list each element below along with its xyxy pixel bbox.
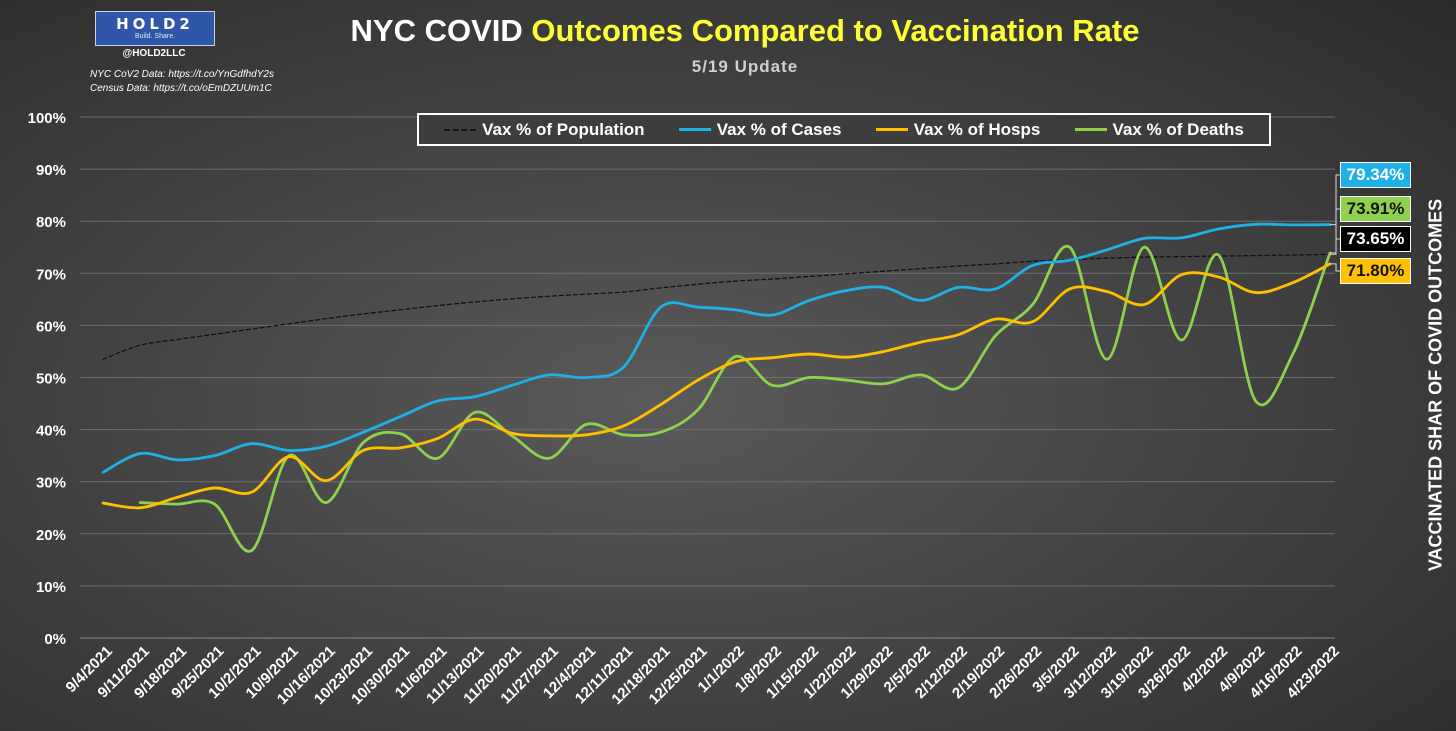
legend-swatch-hosps	[875, 128, 908, 131]
chart-title: NYC COVID Outcomes Compared to Vaccinati…	[0, 13, 1456, 49]
legend-label-deaths: Vax % of Deaths	[1112, 119, 1244, 139]
x-axis-ticks: 9/4/20219/11/20219/18/20219/25/202110/2/…	[63, 643, 1343, 708]
census-data-source: Census Data: https://t.co/oEmDZUUm1C	[90, 83, 272, 94]
legend-item-cases: Vax % of Cases	[678, 119, 842, 140]
series-line-hosps	[101, 262, 1332, 510]
y-tick-label: 100%	[28, 110, 66, 127]
legend-swatch-deaths	[1074, 128, 1107, 131]
legend-label-population: Vax % of Population	[482, 119, 645, 139]
twitter-handle: @HOLD2LLC	[122, 48, 186, 59]
end-label-connector-cases	[1330, 174, 1340, 226]
legend-item-hosps: Vax % of Hosps	[875, 119, 1041, 140]
hold2-logo: HOLD2 Build. Share.	[95, 11, 215, 46]
y-tick-label: 10%	[36, 579, 66, 596]
y-tick-label: 70%	[36, 266, 66, 283]
end-label-connector-deaths	[1330, 208, 1340, 254]
legend-item-population: Vax % of Population	[444, 119, 645, 140]
chart-series	[101, 222, 1332, 553]
end-label-connector-population	[1330, 238, 1340, 255]
logo-tagline: Build. Share.	[134, 33, 176, 40]
chart-gridlines	[80, 116, 1335, 639]
logo-text: HOLD2	[116, 15, 194, 33]
chart-subtitle: 5/19 Update	[691, 57, 799, 76]
end-label-hosps: 71.80%	[1340, 258, 1411, 284]
end-label-cases: 79.34%	[1340, 162, 1411, 188]
end-label-deaths: 73.91%	[1340, 196, 1411, 222]
title-white-part: NYC COVID	[350, 13, 532, 48]
y-tick-label: 90%	[36, 162, 66, 179]
series-line-cases	[101, 222, 1332, 474]
legend-label-hosps: Vax % of Hosps	[913, 119, 1041, 139]
y-tick-label: 50%	[36, 371, 66, 388]
title-yellow-part: Outcomes Compared to Vaccination Rate	[531, 13, 1140, 48]
y-tick-label: 0%	[44, 631, 66, 648]
chart-legend: Vax % of Population Vax % of Cases Vax %…	[417, 113, 1271, 146]
y-tick-label: 80%	[36, 214, 66, 231]
y-tick-label: 30%	[36, 475, 66, 492]
legend-item-deaths: Vax % of Deaths	[1074, 119, 1244, 140]
y-tick-label: 40%	[36, 423, 66, 440]
end-label-population: 73.65%	[1340, 226, 1411, 252]
legend-swatch-cases	[678, 128, 711, 131]
y-axis-ticks: 0% 10% 20% 30% 40% 50% 60% 70% 80% 90% 100%	[28, 110, 66, 648]
legend-label-cases: Vax % of Cases	[716, 119, 842, 139]
end-label-connectors	[1330, 174, 1340, 272]
series-line-population	[102, 253, 1331, 360]
nyc-data-source: NYC CoV2 Data: https://t.co/YnGdfhdY2s	[90, 69, 274, 80]
series-line-deaths	[138, 244, 1332, 553]
legend-swatch-population	[444, 128, 477, 131]
end-label-connector-hosps	[1330, 263, 1340, 272]
y-axis-title-text: VACCINATED SHAR OF COVID OUTCOMES	[1425, 198, 1446, 572]
y-tick-label: 20%	[36, 527, 66, 544]
y-tick-label: 60%	[36, 318, 66, 335]
